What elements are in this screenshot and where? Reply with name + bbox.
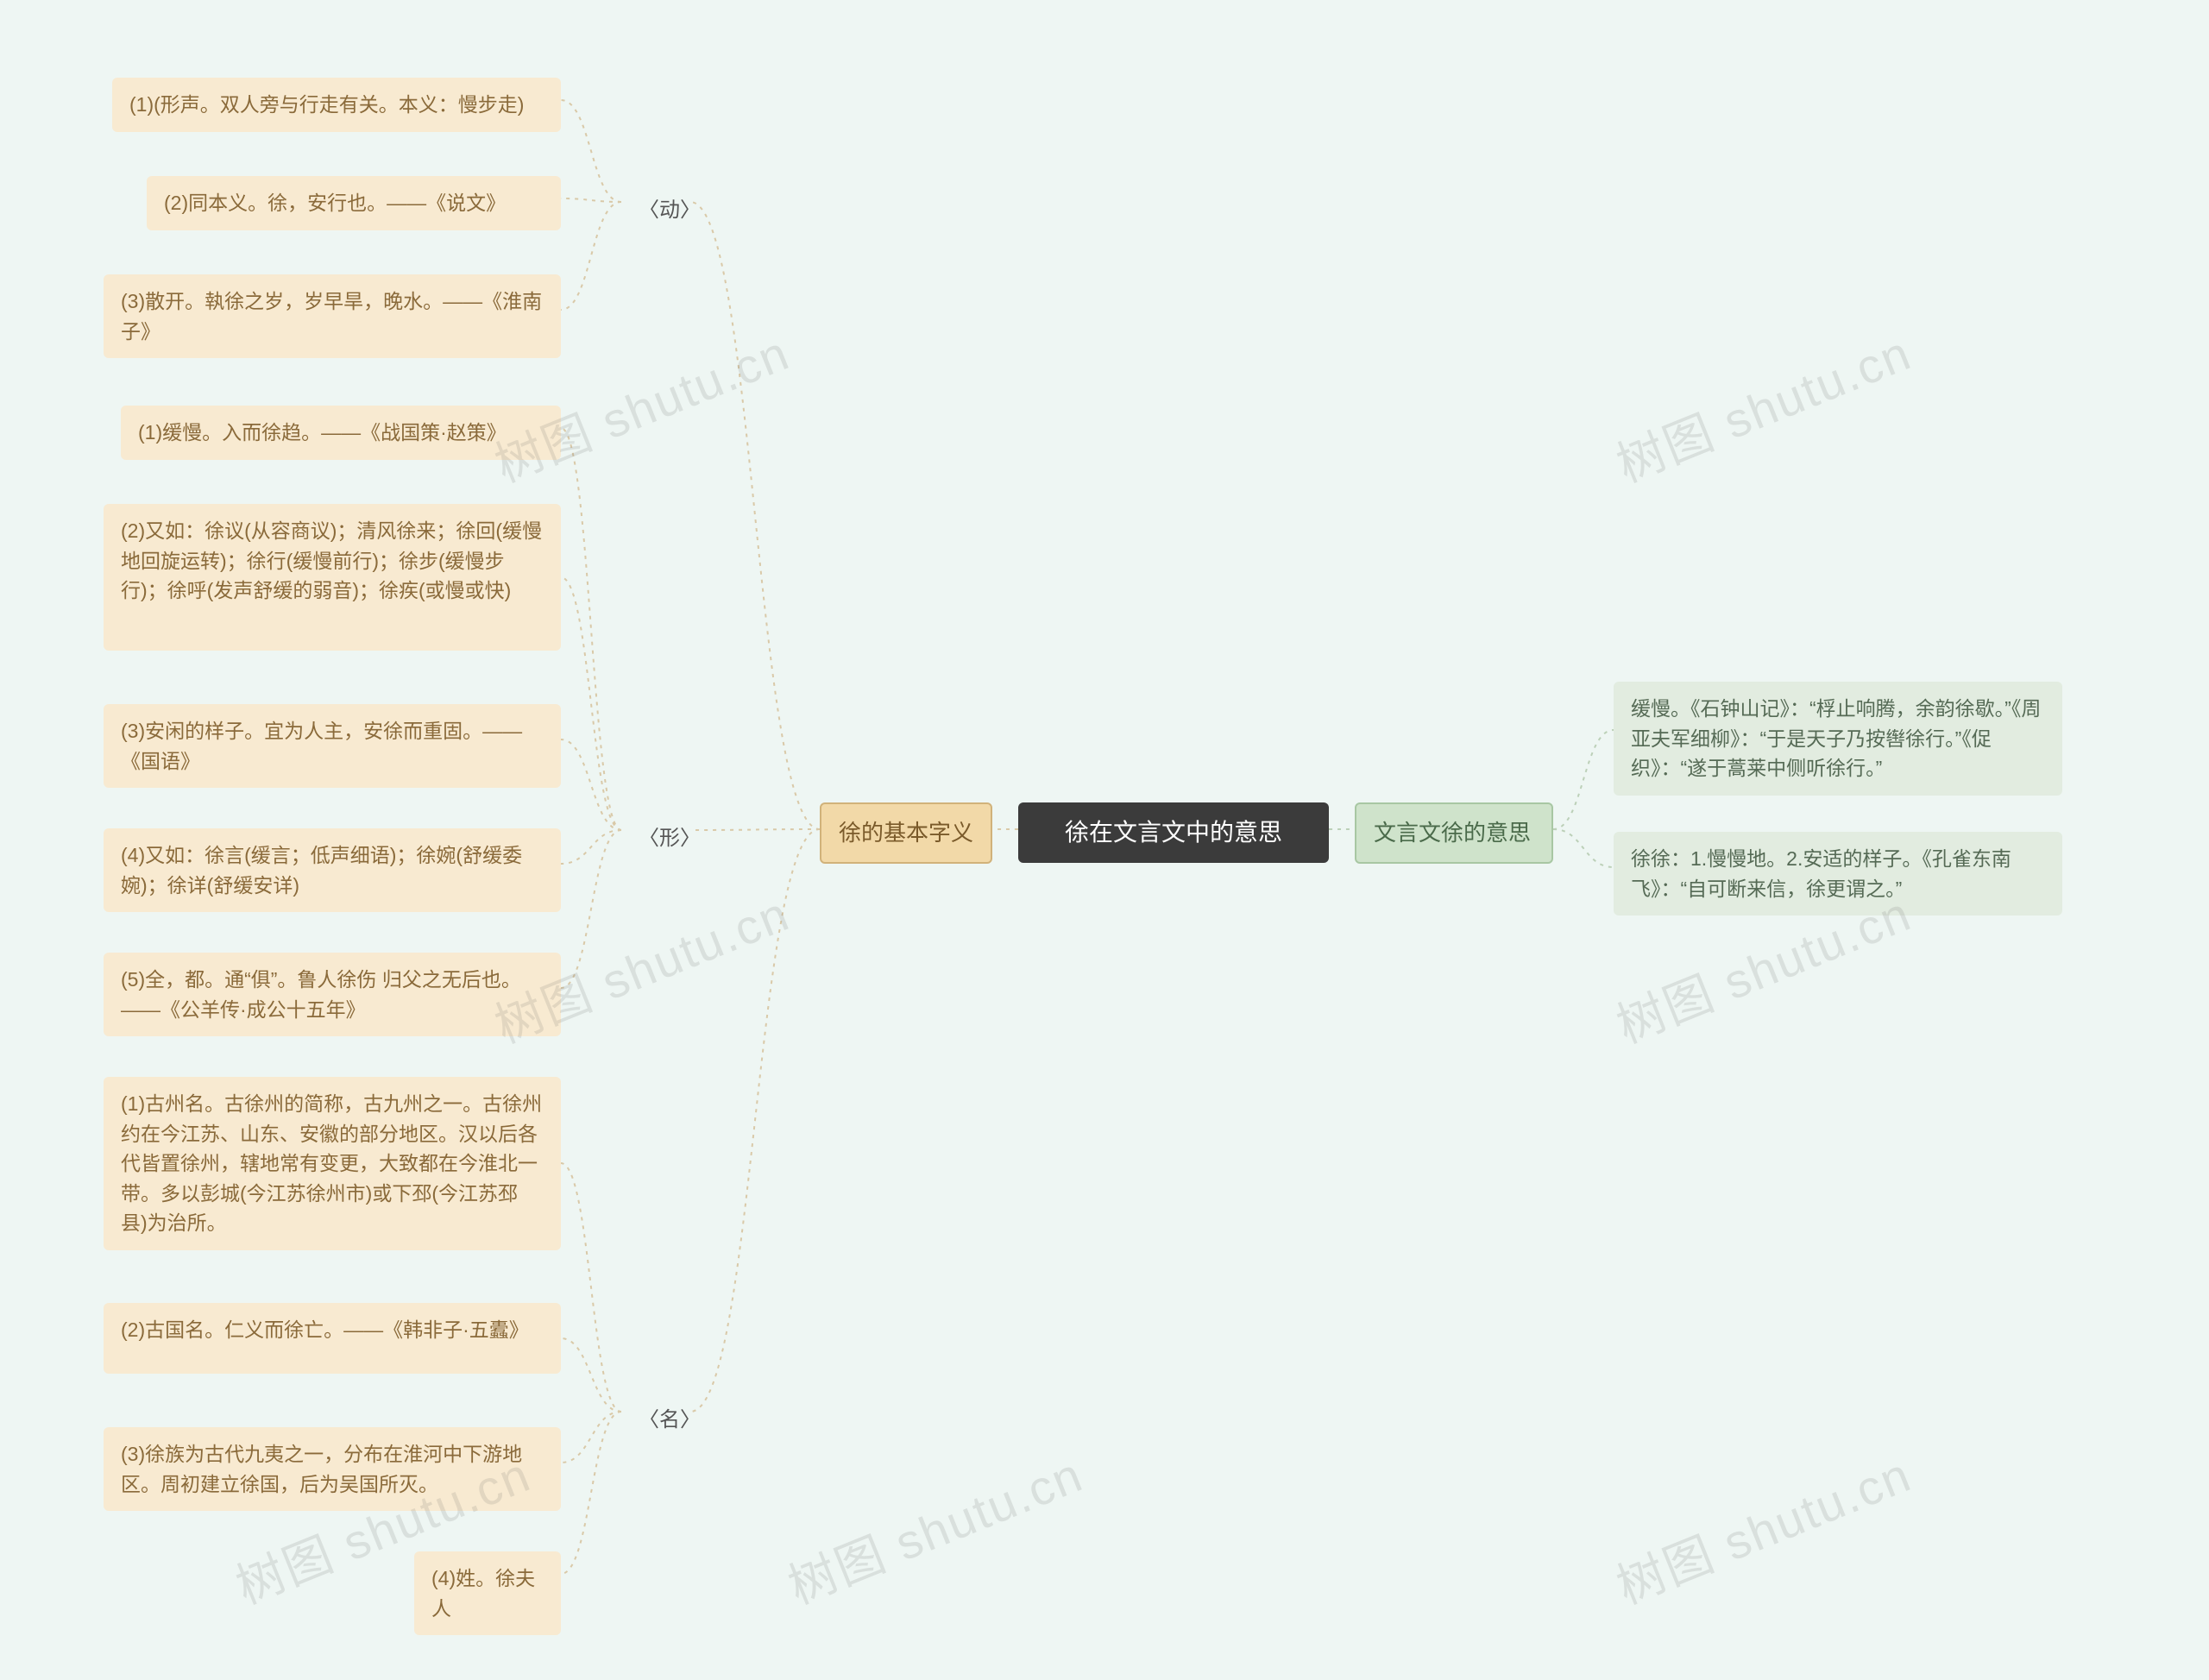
node-rA: 缓慢。《石钟山记》：“桴止响腾，余韵徐歇。”《周亚夫军细柳》：“于是天子乃按辔徐… xyxy=(1614,682,2062,796)
connector xyxy=(1553,829,1614,867)
node-x5: (5)全，都。通“俱”。鲁人徐伤 归父之无后也。——《公羊传·成公十五年》 xyxy=(104,953,561,1036)
node-d1: (1)(形声。双人旁与行走有关。本义：慢步走) xyxy=(112,78,561,132)
connector xyxy=(561,428,621,830)
connector xyxy=(690,829,820,1412)
connector xyxy=(690,202,820,829)
watermark: 树图 shutu.cn xyxy=(1605,315,1920,496)
node-root: 徐在文言文中的意思 xyxy=(1018,802,1329,863)
connector xyxy=(561,1412,621,1574)
node-x3: (3)安闲的样子。宜为人主，安徐而重固。——《国语》 xyxy=(104,704,561,788)
node-rB: 徐徐：1.慢慢地。2.安适的样子。《孔雀东南飞》：“自可断来信，徐更谓之。” xyxy=(1614,832,2062,916)
connector xyxy=(561,739,621,830)
node-x2: (2)又如：徐议(从容商议)；清风徐来；徐回(缓慢地回旋运转)；徐行(缓慢前行)… xyxy=(104,504,561,651)
connector xyxy=(561,1412,621,1463)
connector xyxy=(561,830,621,864)
node-d2: (2)同本义。徐，安行也。——《说文》 xyxy=(147,176,561,230)
connector xyxy=(1553,730,1614,829)
connector xyxy=(561,830,621,988)
connector xyxy=(561,202,621,310)
connector xyxy=(690,829,820,830)
node-x4: (4)又如：徐言(缓言；低声细语)；徐婉(舒缓委婉)；徐详(舒缓安详) xyxy=(104,828,561,912)
connector xyxy=(561,1338,621,1412)
watermark: 树图 shutu.cn xyxy=(1605,1437,1920,1618)
node-cat_ming: 〈名〉 xyxy=(621,1393,690,1448)
connector xyxy=(561,100,621,202)
node-m3: (3)徐族为古代九夷之一，分布在淮河中下游地区。周初建立徐国，后为吴国所灭。 xyxy=(104,1427,561,1511)
node-d3: (3)散开。執徐之岁，岁早旱，晚水。——《淮南子》 xyxy=(104,274,561,358)
connector xyxy=(561,198,621,202)
node-l1: 徐的基本字义 xyxy=(820,802,992,864)
node-x1: (1)缓慢。入而徐趋。——《战国策·赵策》 xyxy=(121,406,561,460)
node-cat_dong: 〈动〉 xyxy=(621,183,690,238)
mindmap-canvas: 徐在文言文中的意思徐的基本字义 文言文徐的意思 〈动〉〈形〉〈名〉 (1)(形声。双人… xyxy=(0,0,2209,1680)
watermark: 树图 shutu.cn xyxy=(777,1437,1092,1618)
node-m4: (4)姓。徐夫人 xyxy=(414,1551,561,1635)
connector xyxy=(561,577,621,830)
node-m1: (1)古州名。古徐州的简称，古九州之一。古徐州约在今江苏、山东、安徽的部分地区。… xyxy=(104,1077,561,1250)
node-m2: (2)古国名。仁义而徐亡。——《韩非子·五蠹》 xyxy=(104,1303,561,1374)
node-cat_xing: 〈形〉 xyxy=(621,811,690,866)
connector xyxy=(561,1163,621,1412)
node-r1: 文言文徐的意思 xyxy=(1355,802,1553,864)
